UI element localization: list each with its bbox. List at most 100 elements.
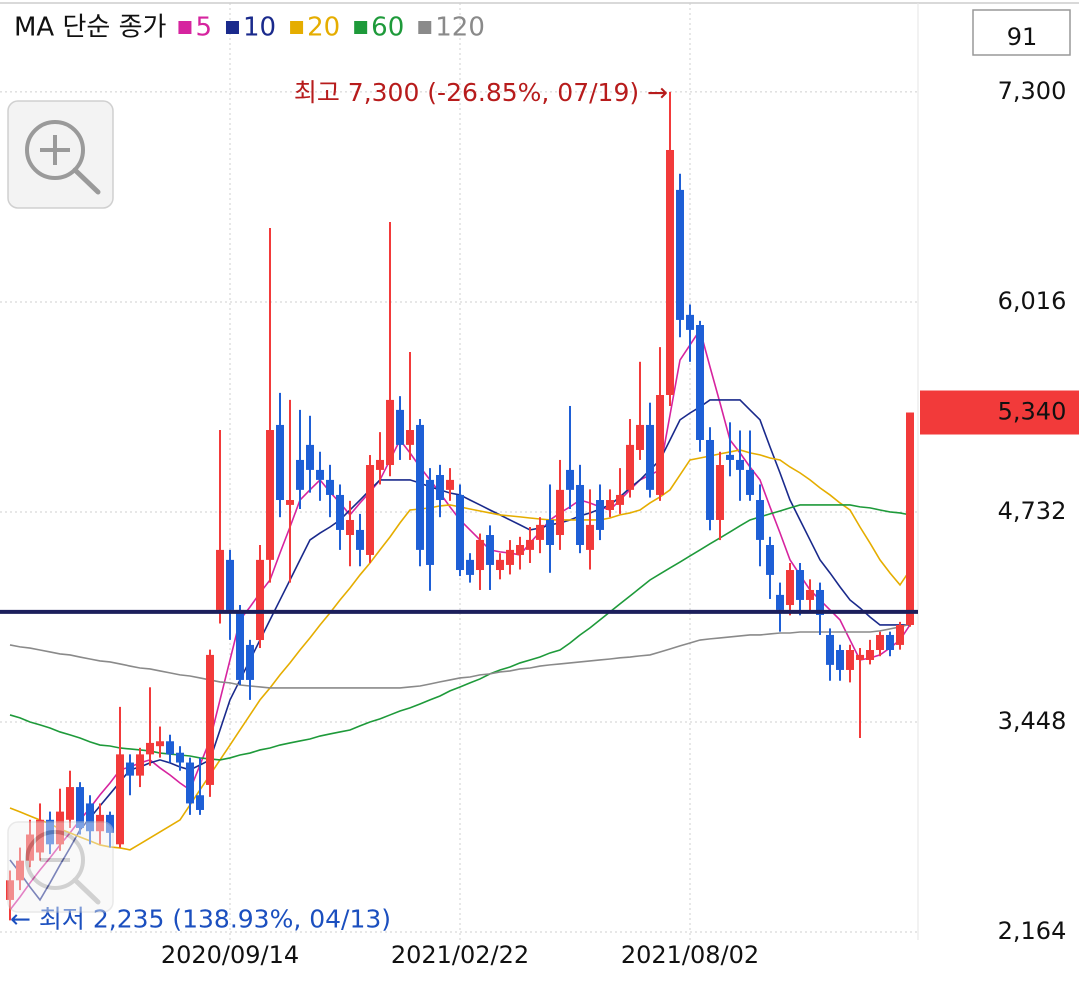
candle-body — [796, 570, 804, 600]
zoom-out-button[interactable] — [7, 821, 114, 913]
ma-line — [9, 623, 911, 689]
candle-body — [386, 399, 394, 466]
candles — [6, 91, 914, 921]
candle-body — [276, 424, 284, 501]
candle-body — [246, 644, 254, 680]
candle-body — [176, 752, 184, 763]
candle-body — [626, 444, 634, 490]
candle-body — [216, 549, 224, 610]
candle-body — [156, 741, 164, 747]
candle-body — [56, 811, 64, 845]
candle-body — [546, 519, 554, 545]
candle-body — [906, 412, 914, 625]
candle-body — [66, 787, 74, 820]
candle-body — [676, 189, 684, 320]
legend-swatch — [354, 21, 368, 34]
count-box[interactable] — [972, 9, 1071, 56]
candle-body — [726, 454, 734, 460]
candle-body — [356, 529, 364, 550]
candle-body — [596, 500, 604, 530]
candle-body — [686, 314, 694, 330]
y-tick-label: 3,448 — [998, 707, 1067, 735]
button-bg — [7, 821, 114, 913]
handle — [72, 877, 101, 905]
zoom-in-button[interactable] — [7, 100, 114, 209]
candle-body — [736, 459, 744, 470]
candle-body — [36, 819, 44, 853]
candle-body — [666, 149, 674, 396]
x-tick-label: 2021/08/02 — [621, 941, 759, 969]
candle-body — [716, 465, 724, 520]
candle-body — [446, 479, 454, 490]
candle-body — [76, 787, 84, 828]
grid — [0, 3, 918, 940]
lens — [25, 830, 85, 890]
candle-body — [136, 754, 144, 776]
candle-body — [706, 439, 714, 520]
candle-body — [586, 524, 594, 550]
y-tick-label: 7,300 — [998, 77, 1067, 105]
candle-body — [526, 539, 534, 550]
candle-body — [476, 539, 484, 571]
candle-body — [396, 409, 404, 445]
candle-body — [376, 459, 384, 470]
x-tick-label: 2021/02/22 — [391, 941, 529, 969]
x-tick-label: 2020/09/14 — [161, 941, 299, 969]
candle-body — [226, 559, 234, 610]
candle-body — [406, 430, 414, 445]
candle-body — [846, 650, 854, 670]
candle-body — [296, 459, 304, 490]
candle-body — [496, 559, 504, 571]
candle-body — [116, 754, 124, 845]
candle-body — [616, 494, 624, 505]
legend-label: 20 — [307, 13, 340, 43]
candle-body — [16, 860, 24, 881]
candle-body — [46, 819, 54, 845]
legend-swatch — [178, 21, 192, 34]
annotation: ← 최저 2,235 (138.93%, 04/13) — [10, 904, 391, 933]
legend-label: 10 — [243, 13, 276, 43]
candle-body — [506, 549, 514, 565]
candle-body — [286, 500, 294, 505]
candle-body — [766, 544, 774, 575]
candle-body — [126, 762, 134, 776]
candle-body — [96, 814, 104, 832]
candle-body — [146, 742, 154, 755]
legend-swatch — [225, 21, 239, 34]
candle-body — [346, 519, 354, 536]
candle-body — [856, 654, 864, 660]
visible-count: 91 — [1007, 23, 1038, 51]
legend-label: 120 — [435, 13, 485, 43]
y-tick-label: 4,732 — [998, 497, 1067, 525]
candle-body — [776, 594, 784, 610]
candle-body — [826, 634, 834, 665]
candle-body — [816, 589, 824, 615]
candle-body — [576, 484, 584, 545]
candle-body — [196, 795, 204, 810]
candle-body — [756, 500, 764, 540]
y-tick-label: 6,016 — [998, 287, 1067, 315]
candle-body — [256, 559, 264, 641]
candle-body — [786, 570, 794, 606]
candle-body — [606, 500, 614, 510]
candle-body — [886, 634, 894, 651]
candle-body — [636, 424, 644, 450]
legend-label: 5 — [195, 13, 212, 43]
candle-body — [336, 494, 344, 530]
overlays: 5,340 최고 7,300 (-26.85%, 07/19) → ← 최저 2,2… — [0, 78, 1079, 933]
candle-body — [316, 469, 324, 480]
candle-body — [306, 444, 314, 470]
candle-body — [536, 524, 544, 540]
legend: MA 단순 종가 5 10 20 60 120 — [14, 13, 485, 43]
legend-swatch — [290, 21, 304, 34]
candle-body — [416, 424, 424, 550]
candle-body — [206, 654, 214, 785]
candle-body — [696, 325, 704, 440]
handle — [72, 167, 101, 195]
candle-body — [896, 624, 904, 645]
candle-body — [86, 803, 94, 832]
candle-body — [656, 395, 664, 495]
candle-body — [456, 494, 464, 571]
candle-body — [166, 741, 174, 755]
last-price-label: 5,340 — [998, 398, 1067, 426]
